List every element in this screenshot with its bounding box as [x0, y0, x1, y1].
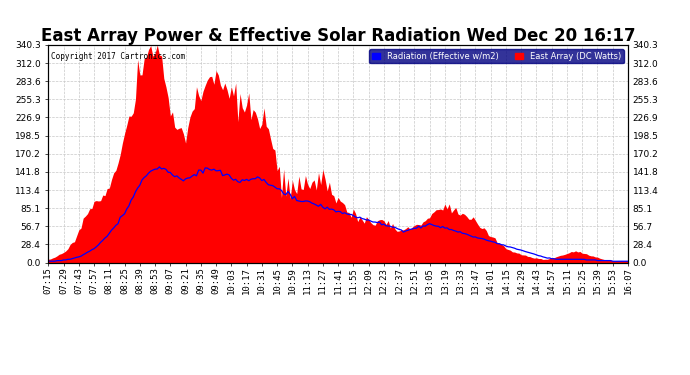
Legend: Radiation (Effective w/m2), East Array (DC Watts): Radiation (Effective w/m2), East Array (… [369, 49, 624, 63]
Title: East Array Power & Effective Solar Radiation Wed Dec 20 16:17: East Array Power & Effective Solar Radia… [41, 27, 635, 45]
Text: Copyright 2017 Cartronics.com: Copyright 2017 Cartronics.com [51, 51, 186, 60]
